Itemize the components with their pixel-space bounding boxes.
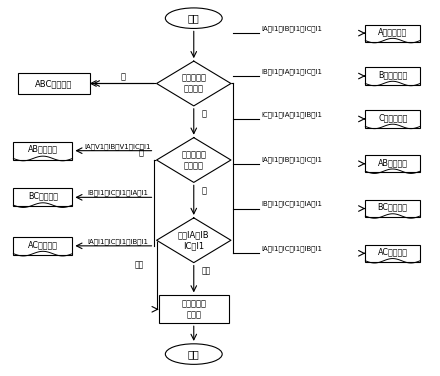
Text: IA＜I1，IB＜I1，IC＞I1: IA＜I1，IB＜I1，IC＞I1 — [261, 156, 323, 162]
Text: A相单相接地: A相单相接地 — [378, 27, 407, 36]
Text: AC两相相间: AC两相相间 — [28, 240, 58, 249]
Text: ABC三相短路: ABC三相短路 — [35, 79, 73, 88]
Text: IB＜I1，IC＜I1，IA＞I1: IB＜I1，IC＜I1，IA＞I1 — [87, 190, 148, 196]
Ellipse shape — [165, 344, 222, 364]
Text: 其它: 其它 — [135, 260, 144, 269]
Text: C相单相接地: C相单相接地 — [378, 113, 407, 122]
FancyBboxPatch shape — [159, 295, 229, 323]
Text: 是: 是 — [202, 109, 207, 118]
Text: 其它: 其它 — [202, 266, 211, 275]
Text: 否: 否 — [139, 148, 144, 157]
FancyBboxPatch shape — [365, 111, 420, 127]
Text: 开始: 开始 — [188, 13, 200, 23]
Text: 非短路故障
发信号: 非短路故障 发信号 — [181, 300, 206, 319]
Polygon shape — [157, 218, 231, 263]
Text: IA＜V1，IB＜V1，IC＞I1: IA＜V1，IB＜V1，IC＞I1 — [84, 143, 151, 150]
Text: BC两相接地: BC两相接地 — [378, 203, 408, 212]
FancyBboxPatch shape — [365, 24, 420, 42]
Text: 是否存在负
序分量？: 是否存在负 序分量？ — [181, 73, 206, 94]
Text: AB两相相间: AB两相相间 — [28, 145, 58, 154]
FancyBboxPatch shape — [365, 67, 420, 85]
Polygon shape — [157, 138, 231, 182]
FancyBboxPatch shape — [13, 237, 73, 255]
FancyBboxPatch shape — [13, 188, 73, 206]
Text: AC两相接地: AC两相接地 — [378, 247, 408, 256]
Text: IC＜I1，IA＞I1，IB＞I1: IC＜I1，IA＞I1，IB＞I1 — [261, 111, 323, 118]
FancyBboxPatch shape — [13, 142, 73, 160]
FancyBboxPatch shape — [365, 245, 420, 262]
Text: 结束: 结束 — [188, 349, 200, 359]
Text: B相单相接地: B相单相接地 — [378, 70, 407, 79]
Text: IA＜I1，IC＜I1，IB＞I1: IA＜I1，IC＜I1，IB＞I1 — [87, 238, 148, 245]
Text: IA＜I1，IC＜I1，IB＞I1: IA＜I1，IC＜I1，IB＞I1 — [261, 246, 323, 252]
Text: BC两相相间: BC两相相间 — [28, 191, 58, 200]
Polygon shape — [157, 61, 231, 106]
Text: 否: 否 — [121, 72, 126, 81]
Text: IB＜I1，IA＞I1，IC＞I1: IB＜I1，IA＞I1，IC＞I1 — [261, 68, 323, 75]
Ellipse shape — [165, 8, 222, 29]
Text: IA＜I1，IB＞I1，IC＞I1: IA＜I1，IB＞I1，IC＞I1 — [261, 25, 323, 32]
Text: IB＜I1，IC＜I1，IA＞I1: IB＜I1，IC＜I1，IA＞I1 — [261, 201, 323, 207]
Text: AB两相接地: AB两相接地 — [378, 158, 408, 167]
FancyBboxPatch shape — [365, 155, 420, 172]
FancyBboxPatch shape — [365, 200, 420, 217]
Text: 是: 是 — [202, 186, 207, 195]
FancyBboxPatch shape — [18, 73, 90, 94]
Text: 是否存在零
序分量？: 是否存在零 序分量？ — [181, 150, 206, 170]
Text: 比较IA、IB
IC与I1: 比较IA、IB IC与I1 — [178, 230, 209, 250]
